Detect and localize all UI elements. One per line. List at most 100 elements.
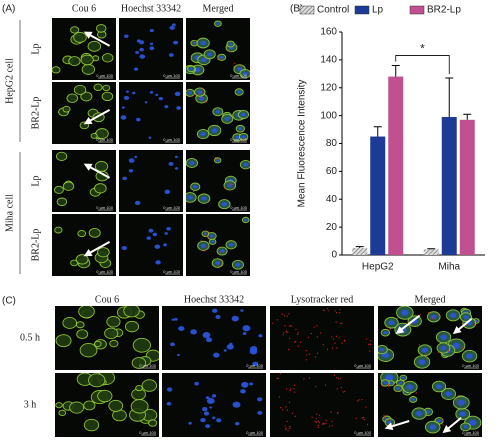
lysosome <box>431 317 433 319</box>
error-bar <box>355 246 364 249</box>
lysosome <box>316 325 318 327</box>
lysosome <box>285 427 287 429</box>
scale-label: 0 µm 100 <box>354 363 372 368</box>
nucleus <box>240 389 246 394</box>
nucleus <box>187 195 193 200</box>
cell <box>83 400 96 411</box>
lysosome <box>309 353 311 355</box>
lysosome <box>428 312 430 314</box>
nucleus <box>237 90 241 94</box>
nucleus <box>206 397 215 404</box>
nucleus <box>164 105 169 109</box>
cell <box>80 54 94 66</box>
nucleus <box>440 334 447 340</box>
nucleus <box>135 51 139 55</box>
cell <box>101 91 114 102</box>
lysosome <box>229 183 231 185</box>
nucleus <box>178 326 185 332</box>
lysosome <box>342 391 344 393</box>
cell <box>75 254 89 265</box>
cell <box>55 402 63 409</box>
lysosome <box>289 389 291 391</box>
nucleus <box>224 116 230 121</box>
column-header: Cou 6 <box>72 3 96 14</box>
arrow <box>83 241 111 257</box>
lysosome <box>383 414 385 416</box>
cell <box>124 320 140 333</box>
cell <box>79 121 90 130</box>
lysosome <box>317 426 320 428</box>
nucleus <box>121 245 127 251</box>
lysosome <box>323 309 325 312</box>
lysosome <box>387 419 389 421</box>
lysosome <box>380 354 383 356</box>
nucleus <box>383 331 388 335</box>
lysosome <box>415 392 418 394</box>
scale-label: 0 µm 100 <box>163 73 181 78</box>
lysosome <box>335 335 337 337</box>
lysosome <box>367 343 370 345</box>
nucleus <box>134 200 141 206</box>
lysosome <box>233 65 235 67</box>
cell <box>130 399 149 414</box>
cell <box>73 84 87 95</box>
cells <box>54 226 112 269</box>
lysosome <box>325 419 327 422</box>
nucleus <box>194 381 200 386</box>
legend-swatch <box>354 5 370 15</box>
lysosome <box>370 343 372 346</box>
y-tick-label: 60 <box>326 166 338 177</box>
lysosome <box>290 388 292 390</box>
lysosome <box>388 386 390 388</box>
nucleus <box>242 71 248 76</box>
nucleus <box>215 261 221 265</box>
lysosome <box>381 385 383 387</box>
legend-swatch <box>299 5 315 15</box>
lysosome <box>399 388 401 390</box>
nucleus <box>244 218 248 222</box>
lysosome <box>303 378 305 380</box>
nucleus <box>242 325 251 332</box>
lysosome <box>285 406 287 408</box>
nucleus <box>121 106 125 109</box>
nucleus <box>174 155 178 159</box>
lysosome <box>384 416 386 418</box>
lysosome <box>358 399 360 401</box>
nucleus <box>138 40 145 45</box>
nucleus <box>436 384 442 389</box>
nucleus <box>120 115 127 120</box>
lysosome <box>295 340 297 343</box>
scale-label: 0 µm 100 <box>462 363 480 368</box>
micrograph <box>270 306 374 370</box>
lysosome <box>202 92 204 94</box>
lysosome <box>476 321 478 323</box>
scale-label: 0 µm 100 <box>354 430 372 435</box>
legend-label: Lp <box>372 5 384 16</box>
lysosome <box>324 384 327 386</box>
lysosome <box>363 419 365 421</box>
nucleus <box>233 402 237 406</box>
lysosome <box>341 342 343 344</box>
nucleus <box>242 331 247 335</box>
lysosome <box>308 377 311 379</box>
lysosome <box>288 337 291 339</box>
lysosome <box>297 332 299 334</box>
nucleus <box>215 314 221 319</box>
lysosome <box>295 328 297 330</box>
scale-label: 0 µm 100 <box>230 205 248 210</box>
cells <box>58 83 114 140</box>
lysosome <box>218 57 220 59</box>
nucleus <box>139 54 146 59</box>
cell <box>78 306 95 319</box>
lysosome <box>442 424 444 426</box>
nucleus <box>243 162 249 167</box>
nucleus <box>216 418 222 423</box>
nucleus <box>235 262 241 267</box>
lysosome <box>317 424 319 427</box>
scale-label: 0 µm 100 <box>96 269 114 274</box>
lysosome <box>323 423 325 425</box>
lysosome <box>279 373 281 375</box>
nucleus <box>396 386 400 390</box>
lysosome <box>426 353 428 356</box>
row-label: Lp <box>30 175 41 186</box>
